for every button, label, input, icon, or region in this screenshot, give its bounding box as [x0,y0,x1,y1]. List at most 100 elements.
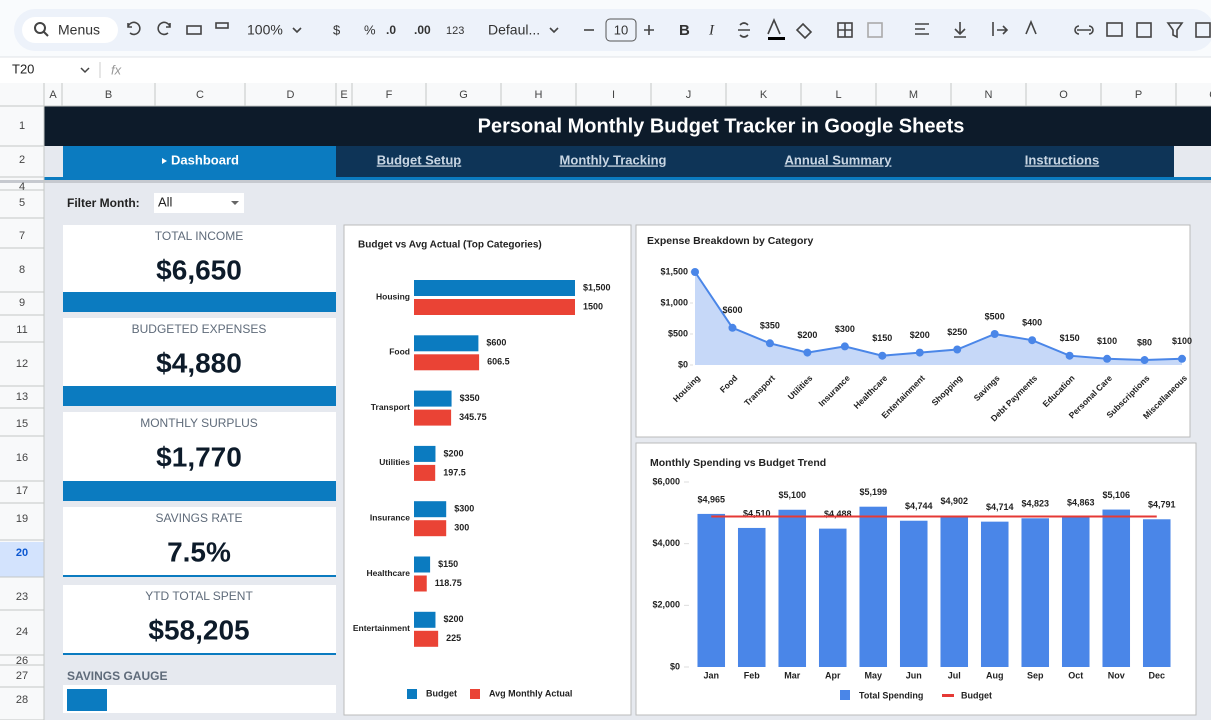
value-label: $200 [443,614,463,624]
font-caret[interactable] [549,27,559,34]
valign-icon[interactable] [954,22,966,38]
column-header[interactable]: N [985,89,993,101]
chart-icon[interactable] [1136,22,1152,38]
y-tick-label: $500 [668,328,688,338]
row-header[interactable]: 2 [19,154,25,166]
font-size-box[interactable] [605,18,637,42]
link-icon[interactable] [1074,25,1094,35]
row-header[interactable]: 20 [16,547,28,559]
Menus-text[interactable]: Menus [58,22,100,38]
value-label: 300 [454,523,469,533]
decrease-decimal[interactable]: .0 [386,23,396,37]
rotate-icon[interactable] [1025,19,1037,35]
column-header[interactable]: D [287,89,295,101]
active-tab[interactable] [63,146,336,177]
print-icon[interactable] [186,25,202,35]
row-header[interactable]: 7 [19,230,25,242]
row-header[interactable]: 27 [16,670,28,682]
merge-icon[interactable] [867,22,883,38]
fill-icon[interactable] [795,22,813,40]
value-label: 118.75 [435,578,462,588]
nav-tab[interactable]: Instructions [1025,152,1099,167]
nav-tab[interactable]: Dashboard [171,152,239,167]
column-header[interactable]: Q [1209,89,1211,101]
row-header[interactable]: 24 [16,626,28,638]
nav-tab[interactable]: Budget Setup [377,152,462,167]
row-header[interactable]: 12 [16,358,28,370]
gauge-label: SAVINGS GAUGE [67,669,167,683]
row-header[interactable]: 8 [19,264,25,276]
bold-button[interactable]: B [679,22,690,39]
filter-dropdown[interactable] [154,193,244,213]
filter-value[interactable]: All [158,194,173,209]
value-label: $4,714 [986,502,1014,512]
row-header[interactable]: 28 [16,694,28,706]
legend-label: Budget [961,690,992,700]
row-header[interactable]: 1 [19,120,25,132]
row-header[interactable]: 19 [16,513,28,525]
column-header[interactable]: E [340,89,347,101]
plus-icon[interactable] [644,25,654,35]
column-header[interactable]: K [760,89,768,101]
text-color-icon[interactable] [767,17,781,35]
category-label: Entertainment [353,623,410,633]
column-header[interactable]: A [49,89,57,101]
x-tick-label: Feb [744,670,761,680]
point [691,268,699,276]
x-tick-label: Jun [906,670,922,680]
value-label: $4,744 [905,501,933,511]
namebox-caret[interactable] [80,67,90,74]
number-format[interactable]: 123 [446,25,464,37]
y-tick-label: $0 [670,661,680,671]
column-header[interactable]: I [612,89,615,101]
row-header[interactable]: 23 [16,591,28,603]
row-header[interactable]: 9 [19,297,25,309]
column-header[interactable]: H [535,89,543,101]
value-label: $100 [1172,336,1192,346]
font-size[interactable]: 10 [614,22,628,37]
column-header[interactable]: G [459,89,468,101]
kpi-value: 7.5% [167,536,231,567]
filter-icon[interactable] [1166,22,1184,39]
strike-icon[interactable] [738,22,750,38]
column-header[interactable]: C [196,89,204,101]
column-header[interactable]: M [909,89,918,101]
percent[interactable]: % [364,22,376,37]
undo-icon[interactable] [127,21,141,36]
nav-tab[interactable]: Annual Summary [785,152,893,167]
row-header[interactable]: 17 [16,485,28,497]
category-label: Transport [371,402,410,412]
row-header[interactable]: 13 [16,391,28,403]
row-header[interactable]: 5 [19,197,25,209]
table-icon[interactable] [1195,22,1211,38]
currency[interactable]: $ [333,22,341,37]
row-header[interactable]: 11 [16,324,27,336]
filter-label: Filter Month: [67,196,140,210]
column-header[interactable]: B [105,89,112,101]
row-header[interactable]: 16 [16,452,28,464]
comment-icon[interactable] [1106,22,1123,37]
redo-icon[interactable] [157,21,171,36]
align-icon[interactable] [915,23,929,35]
bar [859,506,888,667]
font-name[interactable]: Defaul... [488,22,540,38]
wrap-icon[interactable] [992,22,1009,36]
paint-format-icon[interactable] [215,22,229,29]
italic-button[interactable]: I [708,22,715,38]
row-header[interactable]: 4 [19,181,25,193]
value-label: $300 [454,504,474,514]
cell-name[interactable]: T20 [12,61,34,76]
increase-decimal[interactable]: .00 [414,23,431,37]
column-header[interactable]: L [835,89,841,101]
value-label: $150 [438,559,458,569]
column-header[interactable]: P [1135,89,1142,101]
nav-tab[interactable]: Monthly Tracking [560,152,667,167]
row-header[interactable]: 26 [16,655,28,667]
column-header[interactable]: J [686,89,692,101]
column-header[interactable]: O [1059,89,1068,101]
zoom[interactable]: 100% [247,22,283,38]
zoom-caret[interactable] [292,27,302,34]
row-header[interactable]: 15 [16,418,28,430]
column-header[interactable]: F [386,89,393,101]
search-box[interactable] [22,17,118,43]
